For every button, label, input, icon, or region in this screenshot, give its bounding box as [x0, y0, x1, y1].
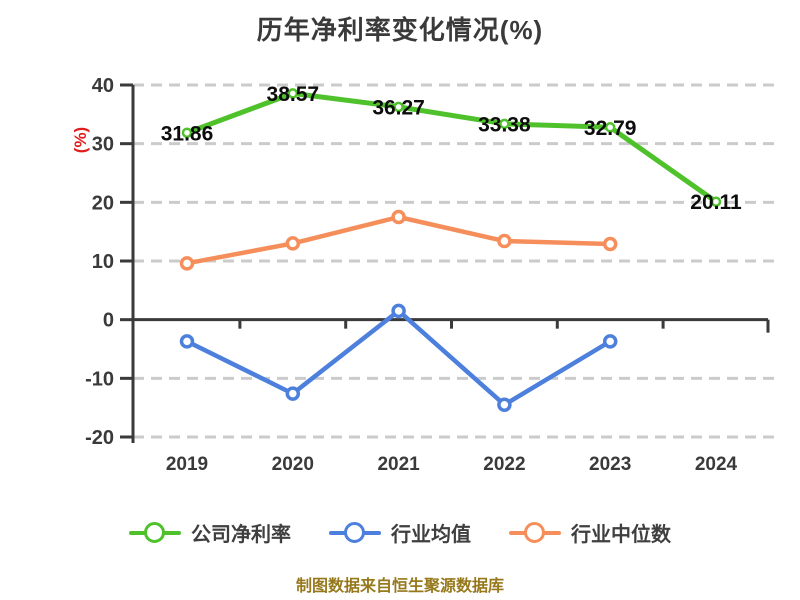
industry-median-legend-marker-icon [509, 520, 561, 546]
data-point-series-0 [287, 88, 299, 99]
x-tick-label-2023: 2023 [589, 454, 631, 475]
y-tick-label-30: 30 [92, 134, 114, 156]
data-point-series-1 [602, 334, 618, 349]
legend-item-company-net-margin: 公司净利率 [129, 518, 291, 547]
x-tick-label-2019: 2019 [166, 454, 208, 475]
data-point-series-0 [499, 118, 510, 130]
x-tick-label-2024: 2024 [695, 454, 738, 475]
industry-average-legend-marker-icon [329, 520, 381, 546]
data-point-series-0 [710, 196, 722, 207]
data-point-series-1 [179, 334, 195, 349]
line-chart-canvas: 40 30 20 10 0 -10 -20 (%) 2019 2020 2021 2022 2023 20… [71, 75, 775, 475]
x-tick-label-2022: 2022 [483, 454, 525, 475]
y-tick-label--20: -20 [85, 427, 114, 449]
data-label-2022: 33.38 [478, 113, 531, 136]
y-tick-label-20: 20 [92, 192, 114, 214]
legend-label-industry-average: 行业均值 [391, 524, 471, 546]
data-label-2021: 36.27 [372, 96, 425, 119]
data-point-series-1 [391, 303, 406, 319]
y-tick-label--10: -10 [85, 368, 114, 390]
data-point-series-0 [604, 122, 616, 133]
legend-item-industry-average: 行业均值 [329, 518, 471, 547]
data-label-2023: 32.79 [584, 117, 637, 140]
data-label-2019: 31.86 [161, 122, 214, 145]
legend-label-industry-median: 行业中位数 [571, 524, 671, 546]
data-source-attribution: 制图数据来自恒生聚源数据库 [295, 578, 504, 595]
series-line-1 [184, 308, 613, 407]
y-axis-label: (%) [71, 127, 90, 153]
y-tick-label-40: 40 [92, 75, 114, 97]
company-net-margin-legend-marker-icon [129, 520, 181, 546]
data-point-series-2 [497, 233, 512, 249]
chart-legend: 公司净利率 行业均值 行业中位数 [0, 518, 800, 547]
data-point-series-0 [393, 101, 404, 113]
x-tick-label-2021: 2021 [377, 454, 420, 475]
data-point-series-2 [602, 236, 618, 252]
legend-label-company-net-margin: 公司净利率 [191, 524, 291, 546]
data-point-series-2 [179, 256, 195, 271]
data-point-series-0 [181, 127, 193, 139]
data-point-series-1 [497, 397, 512, 412]
legend-item-industry-median: 行业中位数 [509, 518, 671, 547]
chart-title: 历年净利率变化情况(%) [256, 15, 544, 45]
data-point-series-1 [285, 386, 301, 401]
x-tick-label-2020: 2020 [272, 454, 314, 475]
data-label-2020: 38.57 [267, 83, 320, 106]
data-point-series-2 [391, 209, 406, 225]
data-point-series-2 [285, 236, 301, 251]
y-tick-label-0: 0 [103, 310, 114, 332]
y-tick-label-10: 10 [92, 251, 114, 273]
data-label-2024: 20.11 [690, 191, 742, 214]
series-line-0 [184, 90, 719, 205]
